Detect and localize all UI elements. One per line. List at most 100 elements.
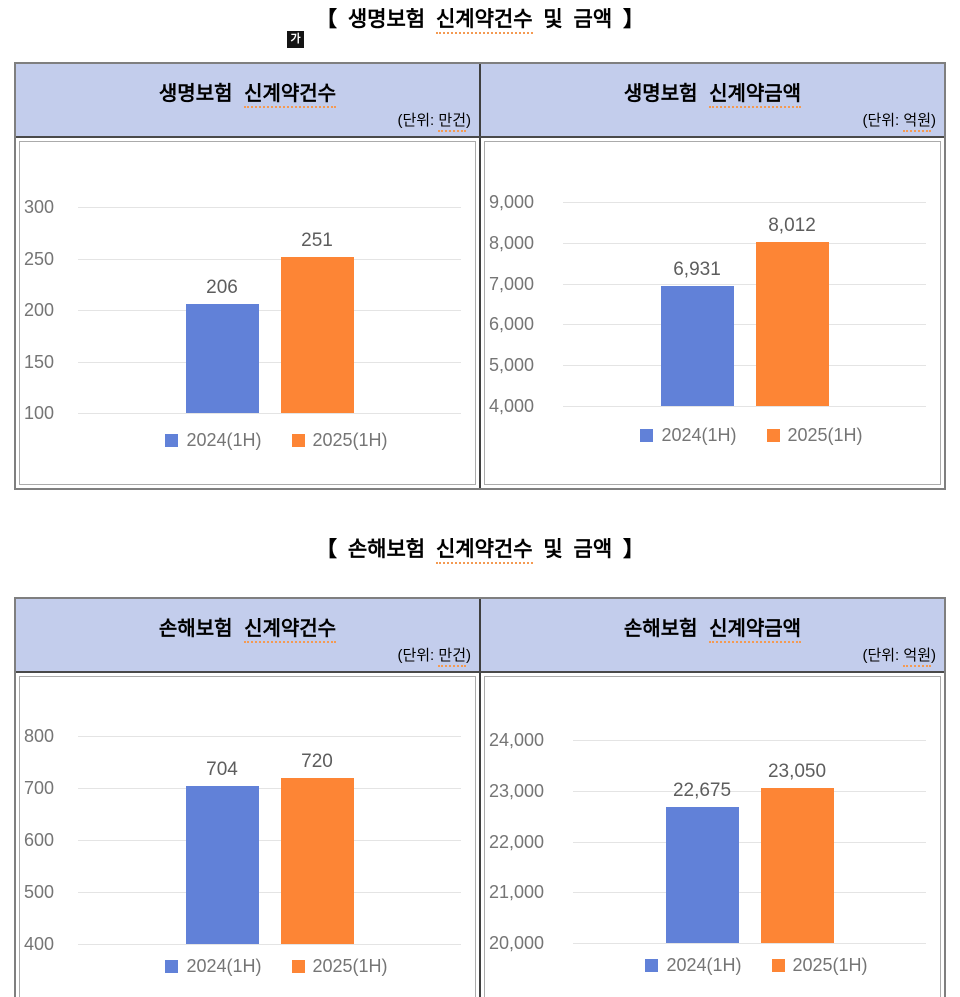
column-header: 손해보험 신계약금액 xyxy=(624,612,802,643)
legend-label: 2024(1H) xyxy=(661,425,737,445)
section-title-life: 【 생명보험 신계약건수 및 금액 】 xyxy=(0,3,960,34)
section-title-nonlife: 【 손해보험 신계약건수 및 금액 】 xyxy=(0,533,960,564)
y-tick-label: 4,000 xyxy=(489,396,535,416)
header-text: 생명보험 xyxy=(158,83,245,105)
bar-group: 206 251 xyxy=(78,230,461,413)
gridline xyxy=(563,406,926,407)
legend-item: 2024(1H) xyxy=(645,955,742,976)
chart-life-new-contract-count: 300 250 200 150 100 206 251 2024(1H) 2025(1H) xyxy=(19,141,476,485)
gridline xyxy=(78,736,461,737)
unit-label: (단위: 억원) xyxy=(862,109,936,132)
unit-text-underlined: 만건 xyxy=(438,112,466,132)
legend-item: 2025(1H) xyxy=(291,956,388,977)
column-header: 생명보험 신계약금액 xyxy=(624,77,802,108)
y-tick-label: 9,000 xyxy=(489,192,535,212)
table-chart-row: 800 700 600 500 400 704 720 2024(1H) 2025(1H) 24… xyxy=(16,673,944,997)
unit-text: ) xyxy=(466,112,471,129)
gridline xyxy=(78,258,461,260)
gridline xyxy=(573,943,926,944)
bar-value-label: 206 xyxy=(206,276,238,298)
bar-group: 6,931 8,012 xyxy=(563,215,926,406)
legend-swatch-icon xyxy=(291,434,305,447)
gridline xyxy=(563,324,926,326)
y-tick-label: 5,000 xyxy=(489,355,535,376)
header-text: 손해보험 xyxy=(158,618,245,640)
bar-2024(1H): 22,675 xyxy=(665,780,739,943)
y-tick-label: 20,000 xyxy=(489,933,545,953)
bar-value-label: 22,675 xyxy=(672,780,732,802)
legend-label: 2025(1H) xyxy=(312,430,388,450)
unit-label: (단위: 만건) xyxy=(397,644,471,667)
plot-area: 24,000 23,000 22,000 21,000 20,000 22,675 23,0… xyxy=(489,730,926,953)
title-text: 및 금액 】 xyxy=(532,8,645,31)
bar-2024(1H): 6,931 xyxy=(660,259,734,406)
header-cell-life-count: 생명보험 신계약건수 (단위: 만건) xyxy=(16,64,481,136)
y-tick-label: 22,000 xyxy=(489,831,545,852)
table-header-row: 손해보험 신계약건수 (단위: 만건) 손해보험 신계약금액 (단위: 억원) xyxy=(16,599,944,673)
bar-2025(1H): 8,012 xyxy=(755,215,829,406)
column-header: 생명보험 신계약건수 xyxy=(158,77,337,108)
chart-legend: 2024(1H) 2025(1H) xyxy=(563,425,940,446)
column-header: 손해보험 신계약건수 xyxy=(158,612,337,643)
table-header-row: 생명보험 신계약건수 (단위: 만건) 생명보험 신계약금액 (단위: 억원) xyxy=(16,64,944,138)
y-tick-label: 500 xyxy=(24,882,55,902)
gridline xyxy=(573,790,926,792)
gridline xyxy=(78,892,461,893)
gridline xyxy=(78,944,461,945)
unit-text: (단위: xyxy=(862,647,904,664)
unit-text: (단위: xyxy=(397,647,439,664)
bar-2025(1H): 23,050 xyxy=(760,761,834,943)
bar-2025(1H): 251 xyxy=(280,230,354,413)
bar-value-label: 251 xyxy=(301,230,333,252)
bar-2024(1H): 206 xyxy=(185,277,259,413)
legend-swatch-icon xyxy=(165,960,179,973)
legend-label: 2025(1H) xyxy=(312,956,388,976)
y-tick-label: 7,000 xyxy=(489,273,535,294)
title-text: 및 금액 】 xyxy=(532,538,645,561)
title-text: 【 생명보험 xyxy=(315,8,436,31)
y-tick-label: 8,000 xyxy=(489,232,535,253)
life-insurance-table: 생명보험 신계약건수 (단위: 만건) 생명보험 신계약금액 (단위: 억원) … xyxy=(14,62,946,490)
chart-nonlife-new-contract-count: 800 700 600 500 400 704 720 2024(1H) 2025(1H) xyxy=(19,676,476,997)
bar-group: 704 720 xyxy=(78,751,461,944)
y-tick-label: 200 xyxy=(24,300,55,320)
header-text-underlined: 신계약건수 xyxy=(244,83,337,108)
bar-value-label: 720 xyxy=(301,750,333,772)
unit-text: ) xyxy=(466,647,471,664)
y-tick-label: 24,000 xyxy=(489,730,545,750)
legend-label: 2024(1H) xyxy=(666,955,742,975)
y-tick-label: 700 xyxy=(24,778,55,798)
legend-item: 2024(1H) xyxy=(640,425,737,446)
bar-value-label: 6,931 xyxy=(673,259,721,281)
plot-area: 800 700 600 500 400 704 720 xyxy=(24,726,461,954)
gridline xyxy=(563,283,926,285)
bar-2025(1H): 720 xyxy=(280,751,354,944)
header-text-underlined: 신계약금액 xyxy=(709,83,802,108)
unit-label: (단위: 억원) xyxy=(862,644,936,667)
unit-text: ) xyxy=(931,647,936,664)
title-text: 【 손해보험 xyxy=(315,538,436,561)
chart-legend: 2024(1H) 2025(1H) xyxy=(78,430,475,451)
y-tick-label: 800 xyxy=(24,726,55,746)
gridline xyxy=(563,202,926,203)
header-text-underlined: 신계약건수 xyxy=(244,618,337,643)
legend-item: 2024(1H) xyxy=(165,956,262,977)
header-cell-nonlife-count: 손해보험 신계약건수 (단위: 만건) xyxy=(16,599,481,671)
legend-swatch-icon xyxy=(165,434,179,447)
legend-item: 2024(1H) xyxy=(165,430,262,451)
gridline xyxy=(573,892,926,894)
chart-cell: 9,000 8,000 7,000 6,000 5,000 4,000 6,931 8,012… xyxy=(481,138,944,488)
header-cell-life-amount: 생명보험 신계약금액 (단위: 억원) xyxy=(481,64,944,136)
legend-label: 2025(1H) xyxy=(787,425,863,445)
gridline xyxy=(78,788,461,789)
nonlife-insurance-table: 손해보험 신계약건수 (단위: 만건) 손해보험 신계약금액 (단위: 억원) … xyxy=(14,597,946,997)
chart-cell: 24,000 23,000 22,000 21,000 20,000 22,675 23,0… xyxy=(481,673,944,997)
legend-label: 2024(1H) xyxy=(186,430,262,450)
gridline xyxy=(78,207,461,208)
legend-swatch-icon xyxy=(645,959,659,972)
legend-swatch-icon xyxy=(766,429,780,442)
bar-value-label: 704 xyxy=(206,758,238,780)
plot-area: 9,000 8,000 7,000 6,000 5,000 4,000 6,931 8,012 xyxy=(489,192,926,416)
chart-cell: 300 250 200 150 100 206 251 2024(1H) 2025(1H) xyxy=(16,138,481,488)
